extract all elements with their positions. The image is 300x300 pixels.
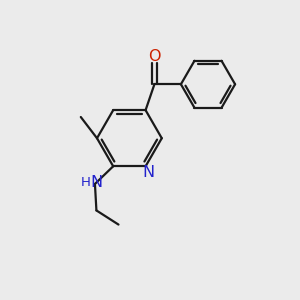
Text: N: N — [90, 175, 103, 190]
Text: H: H — [81, 176, 91, 189]
Text: N: N — [142, 165, 154, 180]
Text: O: O — [148, 49, 161, 64]
